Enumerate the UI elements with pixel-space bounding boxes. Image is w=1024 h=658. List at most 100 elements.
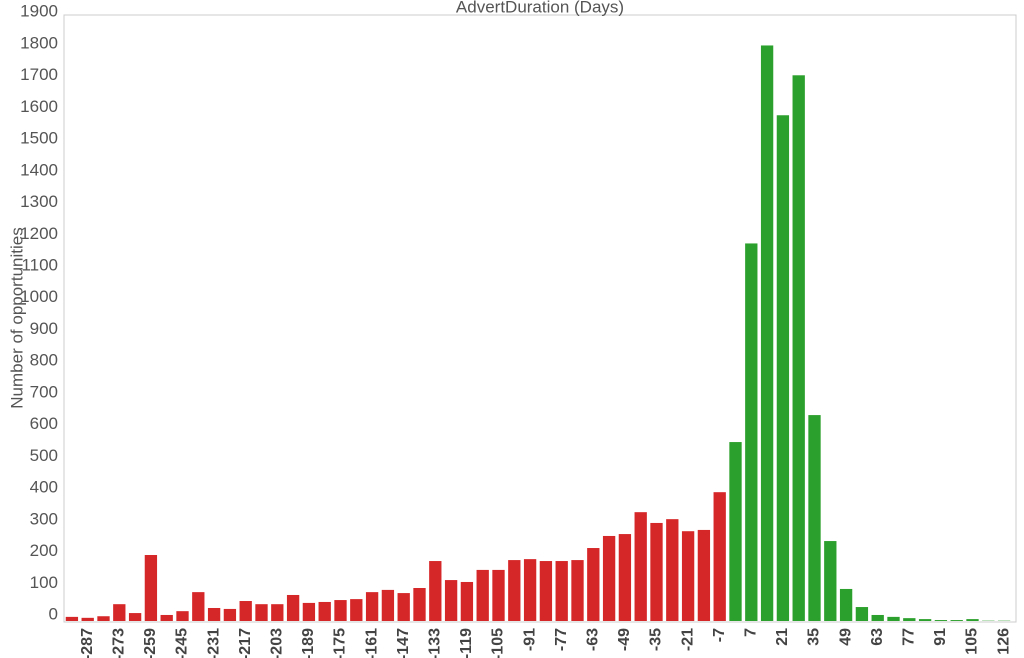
bar <box>887 616 900 621</box>
bar <box>444 580 458 621</box>
bar <box>381 589 395 621</box>
x-tick-label: -105 <box>490 628 507 658</box>
x-tick-label: 63 <box>869 628 886 646</box>
x-tick-label: -189 <box>300 628 317 658</box>
bar <box>587 548 600 621</box>
bar <box>760 45 774 622</box>
bar <box>365 592 379 621</box>
y-tick-label: 900 <box>30 319 58 338</box>
bar <box>81 617 94 621</box>
bar <box>966 619 979 621</box>
bar <box>492 569 505 621</box>
bar <box>65 616 79 621</box>
bar <box>192 592 205 621</box>
bar <box>618 534 632 621</box>
bar <box>792 75 805 622</box>
bar <box>302 602 316 621</box>
x-tick-label: -245 <box>174 628 191 658</box>
bar <box>555 561 568 621</box>
y-tick-label: 1100 <box>21 255 58 274</box>
x-tick-label: 126 <box>995 628 1012 655</box>
bar <box>318 601 331 621</box>
bar <box>523 559 537 621</box>
y-tick-label: 1600 <box>20 97 58 116</box>
x-tick-label: -119 <box>458 628 475 658</box>
y-tick-label: 1200 <box>20 224 58 243</box>
y-tick-label: 1300 <box>20 192 58 211</box>
x-tick-label: -203 <box>269 628 286 658</box>
y-axis-label: Number of opportunities <box>7 227 26 408</box>
y-tick-label: 0 <box>49 604 58 623</box>
y-tick-label: 600 <box>30 414 58 433</box>
y-tick-label: 1000 <box>20 287 58 306</box>
x-tick-label: 105 <box>964 628 981 655</box>
bar <box>176 611 189 621</box>
bar <box>713 492 726 621</box>
bar <box>824 541 837 621</box>
bar <box>681 531 695 621</box>
x-tick-label: 35 <box>806 628 823 646</box>
y-tick-label: 400 <box>30 478 58 497</box>
x-tick-label: 49 <box>837 628 854 646</box>
y-tick-label: 1400 <box>20 160 58 179</box>
bar <box>808 415 821 621</box>
bar <box>397 593 410 621</box>
x-tick-label: -133 <box>427 628 444 658</box>
bar <box>144 555 158 621</box>
x-tick-label: -63 <box>585 628 602 651</box>
bar <box>429 561 442 621</box>
y-tick-label: 300 <box>30 509 58 528</box>
bar <box>634 512 647 621</box>
bar <box>571 560 584 621</box>
x-tick-label: -7 <box>711 628 728 642</box>
bar <box>650 522 663 621</box>
x-tick-label: 91 <box>932 628 949 646</box>
bar <box>697 529 711 621</box>
bar <box>271 604 284 621</box>
bar <box>950 620 963 621</box>
bar <box>871 614 884 621</box>
x-tick-label: 77 <box>901 628 918 646</box>
bar <box>934 620 948 621</box>
bar <box>128 613 142 621</box>
bar <box>539 561 553 621</box>
bar <box>239 601 252 621</box>
x-tick-label: -49 <box>616 628 633 651</box>
x-tick-label: -35 <box>648 628 665 651</box>
bar <box>207 607 221 621</box>
y-tick-label: 500 <box>30 446 58 465</box>
x-tick-label: -175 <box>332 628 349 658</box>
bar <box>745 243 758 621</box>
bar <box>113 604 126 621</box>
y-tick-label: 200 <box>30 541 58 560</box>
x-tick-label: -273 <box>111 628 128 658</box>
bar <box>776 115 790 621</box>
bar <box>855 607 869 621</box>
y-tick-label: 800 <box>30 351 58 370</box>
y-tick-label: 1500 <box>20 129 58 148</box>
x-tick-label: -217 <box>237 628 254 658</box>
bar <box>97 616 110 621</box>
bar <box>602 535 616 621</box>
bar <box>413 588 426 621</box>
bar <box>666 519 679 621</box>
chart-title: AdvertDuration (Days) <box>456 0 624 16</box>
bar <box>286 594 300 621</box>
x-tick-label: -231 <box>205 628 222 658</box>
bar <box>476 569 489 621</box>
y-tick-label: 1800 <box>20 33 58 52</box>
y-tick-label: 1700 <box>20 65 58 84</box>
x-tick-label: -77 <box>553 628 570 651</box>
bar <box>350 599 363 621</box>
y-tick-label: 700 <box>30 382 58 401</box>
x-tick-label: 21 <box>774 628 791 646</box>
bar <box>839 588 853 621</box>
bar <box>903 618 916 621</box>
bar <box>255 604 268 621</box>
bar <box>160 614 173 621</box>
bar <box>334 600 347 621</box>
bar <box>223 608 237 621</box>
bar <box>508 560 521 621</box>
bar <box>460 581 474 621</box>
x-tick-label: 7 <box>743 628 760 637</box>
